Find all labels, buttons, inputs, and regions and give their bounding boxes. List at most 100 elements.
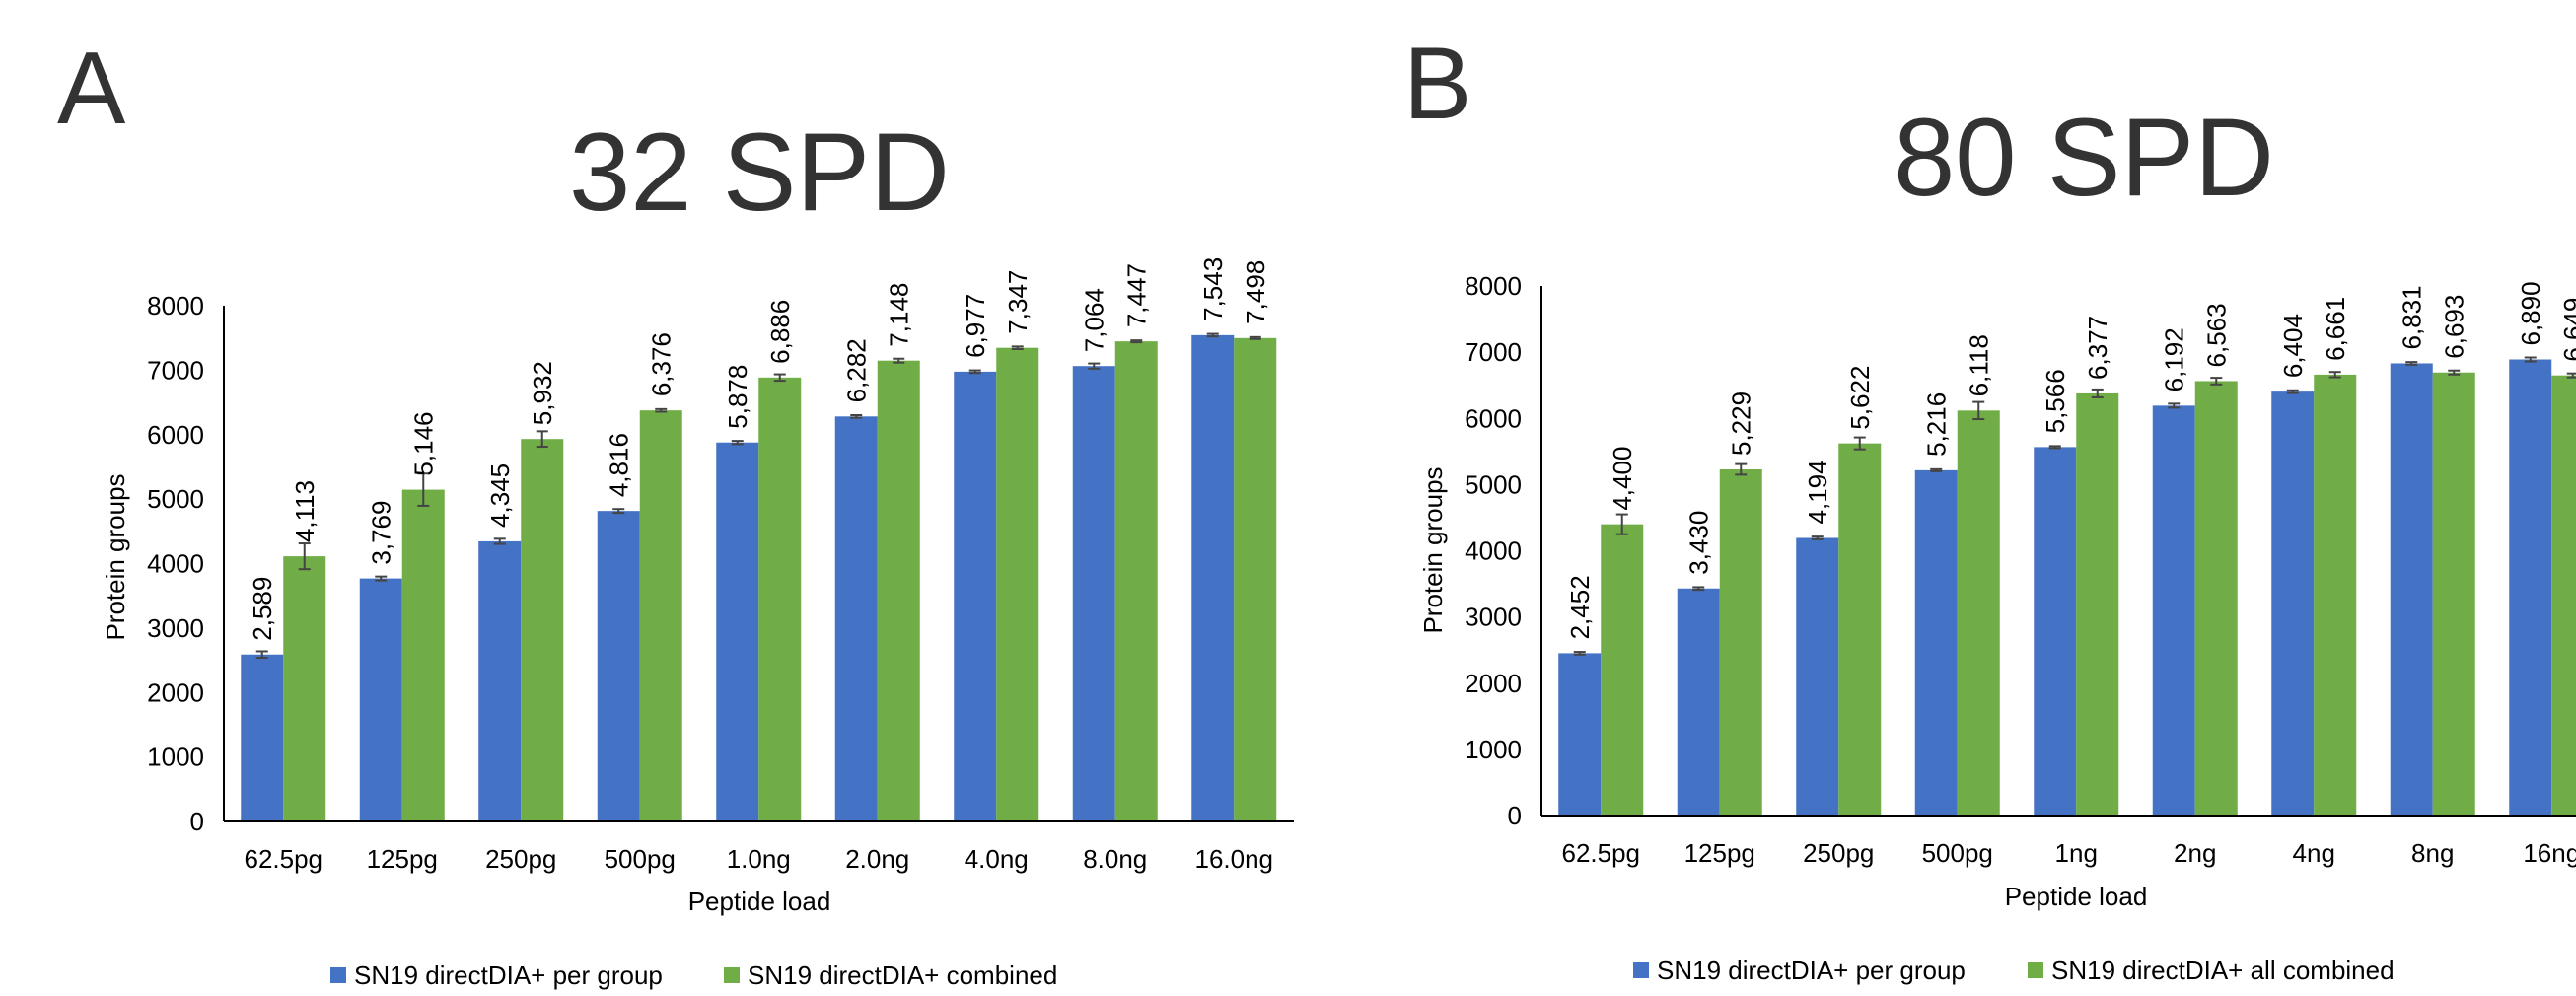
x-tick-label-a: 62.5pg [244,844,322,874]
bar-per-group-a [359,578,402,821]
data-label-b: 5,216 [1921,392,1951,457]
y-tick-label-a: 1000 [147,743,204,772]
x-tick-label-a: 2.0ng [845,844,909,874]
x-tick-label-a: 500pg [605,844,676,874]
bar-per-group-b [2509,359,2552,816]
legend-swatch-per-group-b [1633,962,1649,978]
data-label-a: 7,543 [1198,257,1228,321]
data-label-a: 6,977 [961,294,990,358]
legend-label-per-group-b: SN19 directDIA+ per group [1657,956,1966,985]
y-tick-label-b: 3000 [1465,603,1522,632]
bar-combined-a [1114,341,1158,821]
data-label-a: 6,376 [646,332,676,396]
bar-combined-b [1838,443,1882,816]
y-tick-label-b: 1000 [1465,735,1522,764]
data-label-a: 7,447 [1121,263,1151,327]
data-label-a: 7,498 [1241,260,1270,324]
x-tick-label-b: 1ng [2055,838,2098,868]
chart-title-a: 32 SPD [569,110,950,234]
bar-per-group-a [1072,366,1115,821]
x-tick-label-b: 125pg [1684,838,1755,868]
x-tick-label-a: 16.0ng [1194,844,1273,874]
bar-per-group-b [2152,405,2195,816]
legend-label-combined-a: SN19 directDIA+ combined [748,960,1057,990]
x-tick-label-b: 250pg [1803,838,1874,868]
bar-combined-b [2314,374,2357,816]
y-tick-label-a: 2000 [147,677,204,707]
data-label-a: 4,816 [604,433,633,497]
bar-combined-a [758,377,802,821]
bar-per-group-a [716,442,759,821]
data-label-b: 6,831 [2397,285,2426,349]
x-tick-label-a: 125pg [367,844,438,874]
legend-label-all-combined-b: SN19 directDIA+ all combined [2051,956,2395,985]
bar-per-group-a [954,371,997,821]
x-tick-label-b: 500pg [1922,838,1993,868]
legend-swatch-all-combined-b [2028,962,2043,978]
y-tick-label-b: 6000 [1465,403,1522,433]
bar-combined-b [2076,392,2119,816]
data-label-b: 5,622 [1845,366,1875,430]
bar-per-group-b [1914,469,1958,816]
bar-combined-a [1234,337,1277,821]
bar-combined-a [877,360,920,821]
bar-per-group-a [478,540,522,821]
data-label-b: 3,430 [1683,511,1713,575]
data-label-a: 7,148 [884,283,913,347]
data-label-a: 7,064 [1079,288,1109,352]
y-tick-label-a: 8000 [147,291,204,320]
data-label-b: 6,192 [2159,327,2188,391]
data-label-b: 5,566 [2040,369,2070,433]
data-label-a: 5,146 [408,412,438,476]
legend-swatch-combined-a [724,967,740,983]
y-tick-label-b: 8000 [1465,271,1522,301]
x-tick-label-a: 1.0ng [727,844,791,874]
x-tick-label-a: 250pg [485,844,556,874]
y-tick-label-a: 4000 [147,549,204,579]
panel-letter-a: A [57,32,126,146]
y-axis-title-b: Protein groups [1418,466,1448,633]
y-tick-label-b: 0 [1508,801,1522,830]
panel-letter-b: B [1403,27,1471,141]
x-tick-label-a: 4.0ng [965,844,1029,874]
bar-combined-a [639,410,682,821]
y-tick-label-a: 7000 [147,355,204,385]
data-label-b: 2,452 [1565,575,1595,639]
data-label-b: 6,890 [2516,281,2545,345]
data-label-a: 3,769 [366,501,395,565]
y-tick-label-a: 5000 [147,484,204,514]
data-label-b: 4,400 [1608,447,1637,511]
y-tick-label-b: 7000 [1465,337,1522,367]
data-label-b: 6,649 [2558,298,2576,362]
legend-swatch-per-group-a [330,967,346,983]
bar-per-group-b [1558,653,1602,816]
chart-title-b: 80 SPD [1894,96,2274,219]
data-label-a: 4,113 [290,480,320,542]
data-label-b: 6,693 [2439,295,2469,359]
data-label-a: 5,878 [723,365,752,429]
data-label-b: 6,118 [1964,334,1993,396]
y-tick-label-a: 3000 [147,613,204,643]
data-label-a: 4,345 [485,463,515,528]
x-tick-label-a: 8.0ng [1083,844,1147,874]
y-tick-label-b: 4000 [1465,536,1522,566]
data-label-b: 4,194 [1803,460,1832,524]
bar-combined-a [283,556,326,821]
bar-per-group-b [1677,588,1720,816]
legend-label-per-group-a: SN19 directDIA+ per group [354,960,663,990]
bar-combined-b [1719,469,1762,816]
data-label-a: 7,347 [1003,270,1033,334]
data-label-a: 5,932 [528,361,557,425]
data-label-a: 6,886 [765,300,795,364]
bar-per-group-a [241,654,284,821]
data-label-b: 6,404 [2278,314,2308,378]
x-tick-label-b: 8ng [2411,838,2454,868]
y-tick-label-b: 5000 [1465,469,1522,499]
x-tick-label-b: 62.5pg [1561,838,1640,868]
x-axis-title-a: Peptide load [688,887,831,916]
y-tick-label-a: 0 [190,807,204,836]
data-label-b: 6,661 [2321,297,2350,361]
chart-panel-b: B 80 SPD Peptide load Protein groups SN1… [1403,27,2576,985]
data-label-b: 6,377 [2083,316,2112,380]
